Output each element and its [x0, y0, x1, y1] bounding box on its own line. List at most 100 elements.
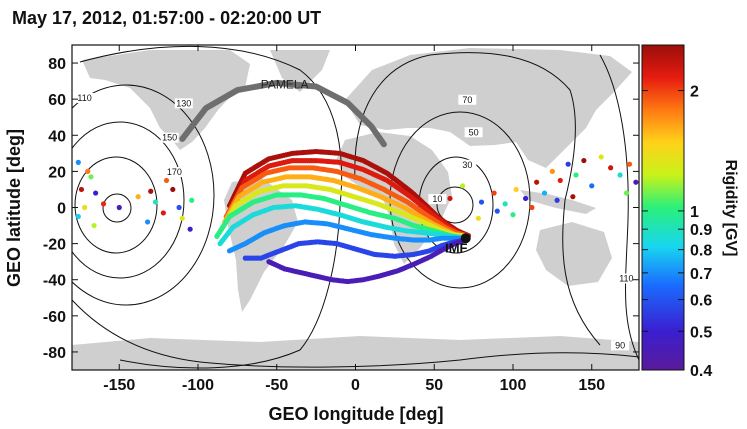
- landmass-australia: [536, 222, 612, 286]
- x-tick-label: 150: [578, 377, 605, 394]
- landmass-antarctica: [72, 336, 639, 370]
- scatter-point: [573, 172, 579, 178]
- scatter-point: [570, 194, 576, 200]
- y-tick-label: 60: [48, 92, 66, 109]
- colorbar-tick-label: 0.8: [690, 243, 712, 260]
- trajectory-bands: [214, 148, 471, 285]
- contour-label-bg: [428, 194, 447, 205]
- y-tick-label: 0: [57, 201, 66, 218]
- scatter-point: [93, 190, 99, 196]
- scatter-point: [478, 199, 485, 205]
- contour-ring: [436, 186, 474, 224]
- landmass-north-america: [82, 50, 250, 150]
- scatter-point: [148, 188, 154, 194]
- scatter-point: [565, 161, 571, 167]
- scatter-point: [598, 154, 604, 160]
- imf-marker: [460, 233, 471, 244]
- scatter-point: [88, 174, 94, 180]
- scatter-point: [502, 201, 508, 207]
- scatter-point: [78, 186, 85, 193]
- scatter-point: [633, 179, 639, 185]
- scatter-point: [475, 215, 481, 221]
- colorbar-tick-label: 0.6: [690, 293, 712, 310]
- y-axis-ticks: 80 60 40 20 0 -20 -40 -60 -80: [43, 56, 639, 362]
- scatter-point: [626, 161, 633, 167]
- y-tick-label: 80: [48, 56, 66, 73]
- scatter-point: [75, 159, 81, 165]
- scatter-point: [75, 213, 81, 220]
- x-axis-ticks: -150 -100 -50 0 50 100 150: [103, 45, 605, 394]
- contour-label-bg: [458, 94, 477, 105]
- scatter-point: [534, 179, 540, 185]
- colorbar-tick-label: 0.5: [690, 324, 712, 341]
- landmass-south-america: [224, 178, 298, 312]
- scatter-point: [549, 168, 555, 174]
- scatter-point: [494, 208, 500, 214]
- scatter-point: [91, 222, 97, 229]
- chart-title: May 17, 2012, 01:57:00 - 02:20:00 UT: [12, 8, 321, 28]
- contour-label: 110: [77, 93, 91, 103]
- scatter-point: [187, 226, 193, 232]
- colorbar-tick-label: 1: [690, 204, 699, 221]
- scatter-point: [152, 199, 159, 205]
- contour-label: 30: [462, 160, 472, 170]
- contour-line: [599, 54, 639, 361]
- y-tick-label: 20: [48, 164, 66, 181]
- x-tick-label: -150: [103, 377, 135, 394]
- landmass-greenland: [270, 50, 330, 92]
- y-tick-label: 40: [48, 128, 66, 145]
- contour-label: 130: [176, 98, 191, 108]
- contour-label: 110: [619, 274, 633, 284]
- scatter-point: [160, 210, 166, 216]
- annotations: PAMELA IMF: [261, 77, 468, 255]
- scatter-point: [85, 168, 91, 174]
- scatter-point: [179, 215, 185, 221]
- colorbar-tick-label: 0.4: [690, 363, 712, 380]
- colorbar-tick-label: 0.9: [690, 222, 712, 239]
- y-tick-label: -40: [43, 273, 66, 290]
- scatter-point: [135, 194, 141, 200]
- scatter-point: [170, 186, 176, 193]
- contour-label: 170: [167, 167, 182, 177]
- scatter-point: [529, 204, 535, 211]
- contour-label-bg: [174, 98, 193, 109]
- annotation-imf: IMF: [445, 241, 467, 256]
- scatter-point: [100, 201, 107, 207]
- contour-ring: [72, 84, 215, 306]
- scatter-point: [163, 177, 170, 184]
- colorbar-tick-label: 2: [690, 84, 699, 101]
- contour-label: 90: [615, 340, 625, 350]
- scatter-point: [617, 172, 623, 178]
- scatter-point: [589, 183, 595, 189]
- annotation-pamela: PAMELA: [261, 77, 309, 91]
- contour-ring: [72, 121, 185, 279]
- contour-label: 150: [162, 133, 177, 143]
- contour-label-bg: [617, 273, 636, 284]
- scatter-point: [623, 190, 630, 196]
- contour-ring: [102, 193, 132, 223]
- contour-ring: [74, 156, 158, 254]
- scatter-point: [510, 212, 516, 218]
- landmass-eurasia: [345, 48, 632, 168]
- scatter-point: [82, 204, 88, 211]
- contour-label-bg: [160, 132, 179, 143]
- scatter-point: [513, 186, 519, 193]
- x-tick-label: 0: [351, 377, 360, 394]
- scatter-point: [557, 177, 563, 184]
- contour-label-bg: [611, 340, 630, 351]
- scatter-point: [523, 195, 529, 202]
- scatter-point: [581, 157, 587, 164]
- contour-label-bg: [464, 127, 483, 138]
- contour-label-bg: [165, 167, 184, 177]
- scatter-point: [447, 195, 453, 202]
- contour-labels: 110 130 150 170 70 50 30 10 110 90: [75, 92, 636, 351]
- scatter-point: [189, 197, 195, 203]
- scatter-point: [541, 190, 548, 196]
- x-tick-label: 50: [425, 377, 443, 394]
- world-map: [72, 48, 639, 370]
- x-axis-label: GEO longitude [deg]: [269, 404, 444, 424]
- contour-label-bg: [75, 92, 94, 103]
- x-tick-label: -50: [265, 377, 288, 394]
- contour-line: [354, 52, 601, 346]
